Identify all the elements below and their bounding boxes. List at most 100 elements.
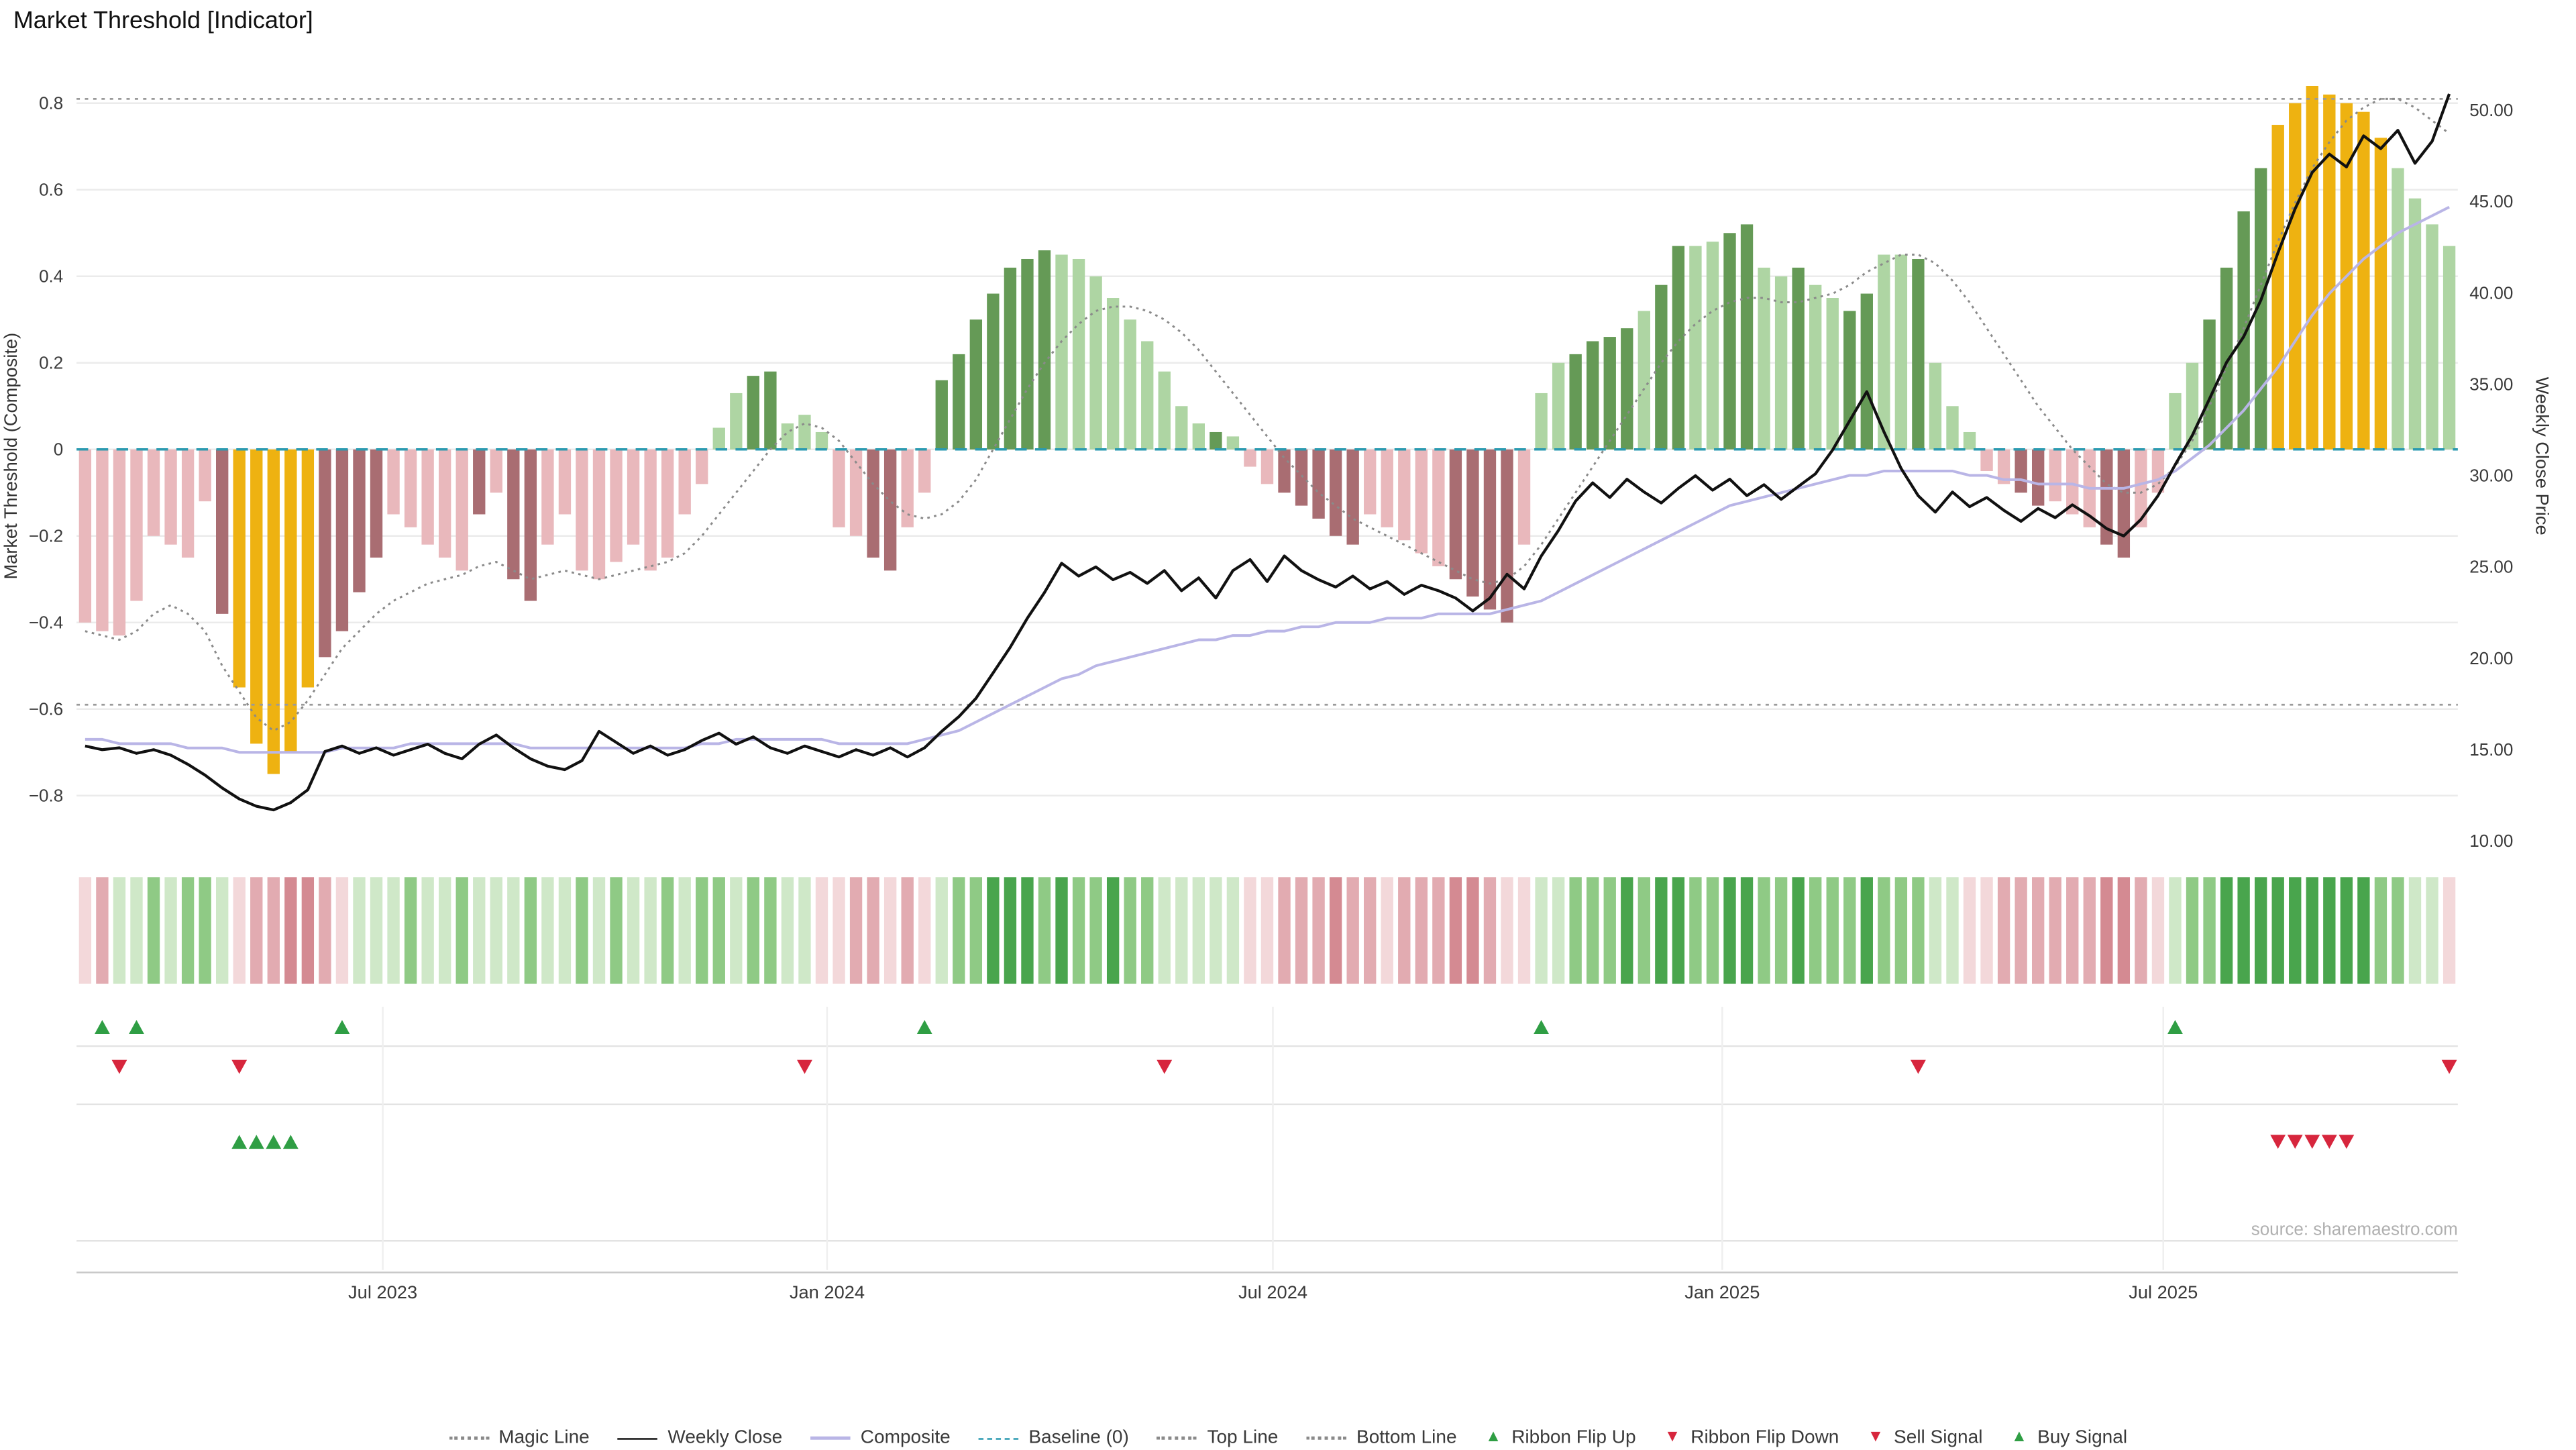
histogram-bar: [712, 427, 725, 450]
right-axis-title: Weekly Close Price: [2532, 377, 2553, 535]
ribbon-cell: [1621, 877, 1633, 984]
histogram-bar: [2169, 393, 2182, 450]
histogram-bar: [1329, 449, 1342, 536]
histogram-bar: [2049, 449, 2061, 502]
legend-item-sell-signal: ▼ Sell Signal: [1868, 1428, 1983, 1448]
ribbon-cell: [2426, 877, 2438, 984]
buy-signal-marker: [231, 1135, 248, 1149]
ribbon-cell: [2289, 877, 2302, 984]
histogram-bar: [1552, 362, 1565, 450]
ribbon-cell: [541, 877, 554, 984]
sell-signal-marker: [2304, 1135, 2320, 1149]
magic-line: [85, 97, 2450, 732]
ribbon-cell: [1689, 877, 1702, 984]
ribbon-cell: [1672, 877, 1685, 984]
histogram-bar: [1672, 246, 1685, 450]
histogram-bar: [267, 449, 280, 774]
ribbon-cell: [1860, 877, 1873, 984]
histogram-bar: [610, 449, 623, 562]
histogram-bar: [1175, 406, 1188, 450]
ribbon-cell: [1398, 877, 1411, 984]
ribbon-cell: [1244, 877, 1256, 984]
legend-label: Bottom Line: [1356, 1428, 1457, 1449]
weekly-close-line: [85, 93, 2451, 812]
legend-label: Sell Signal: [1894, 1428, 1983, 1449]
histogram-bar: [421, 449, 434, 545]
x-axis-tick-label: Jul 2023: [348, 1282, 417, 1302]
histogram-bar: [953, 354, 965, 450]
ribbon-cell: [455, 877, 468, 984]
ribbon-cell: [78, 877, 92, 984]
histogram-bar: [987, 293, 1000, 450]
ribbon-cell: [610, 877, 623, 984]
histogram-bar: [438, 449, 451, 558]
ribbon-cell: [1946, 877, 1959, 984]
histogram-bar: [576, 449, 588, 571]
histogram-bar: [1449, 449, 1462, 580]
histogram-bar: [2443, 246, 2456, 450]
histogram-bar: [1689, 246, 1702, 450]
ribbon-cell: [233, 877, 246, 984]
histogram-bar: [147, 449, 160, 536]
ribbon-cell: [2271, 877, 2284, 984]
right-axis-ticks: 50.00 45.00 40.00 35.00 30.00 25.00 20.00 15.00…: [2469, 100, 2513, 851]
ribbon-cell: [2306, 877, 2318, 984]
page-title: Market Threshold [Indicator]: [13, 6, 313, 34]
ribbon-flip-down-marker: [231, 1059, 248, 1074]
ribbon-flip-down-marker: [797, 1059, 812, 1074]
histogram-bar: [541, 449, 554, 545]
ribbon-flip-down-marker: [1910, 1059, 1926, 1074]
histogram-bar: [1535, 393, 1548, 450]
ribbon-cell: [747, 877, 760, 984]
left-axis-tick-label: 0: [54, 439, 63, 459]
ribbon-cell: [1278, 877, 1291, 984]
ribbon-cell: [2083, 877, 2096, 984]
ribbon-cell: [627, 877, 640, 984]
histogram-bar: [678, 449, 691, 515]
histogram-bar: [1278, 449, 1291, 493]
sell-signal-marker: [2321, 1135, 2337, 1149]
ribbon-cell: [1826, 877, 1839, 984]
histogram-bar: [1381, 449, 1393, 527]
chart-legend: Magic Line Weekly Close Composite Baseline …: [0, 1428, 2576, 1448]
histogram-bar: [1415, 449, 1428, 554]
histogram-bar: [2066, 449, 2079, 515]
legend-label: Magic Line: [498, 1428, 590, 1449]
histogram-bar: [558, 449, 572, 515]
ribbon-cell: [2374, 877, 2387, 984]
histogram-bar: [2374, 138, 2387, 450]
histogram-bar: [455, 449, 468, 571]
histogram-bar: [815, 431, 828, 450]
ribbon-cell: [592, 877, 606, 984]
histogram-bar: [2306, 85, 2318, 450]
triangle-down-icon: ▼: [1664, 1428, 1681, 1447]
histogram-bar: [1244, 449, 1256, 467]
ribbon-cell: [1501, 877, 1513, 984]
ribbon-cell: [1723, 877, 1736, 984]
ribbon-cell: [918, 877, 931, 984]
histogram-bar: [2117, 449, 2131, 558]
histogram-bar: [1055, 254, 1068, 450]
histogram-bar: [935, 380, 948, 450]
ribbon-cell: [661, 877, 674, 984]
histogram-bar: [96, 449, 109, 631]
ribbon-cell: [1894, 877, 1908, 984]
histogram-bar: [644, 449, 657, 571]
left-axis-tick-label: 0.6: [39, 179, 63, 199]
ribbon-cell: [490, 877, 502, 984]
ribbon-cell: [1312, 877, 1325, 984]
histogram-bar: [233, 449, 246, 688]
ribbon-cell: [1774, 877, 1788, 984]
legend-item-ribbon-flip-down: ▼ Ribbon Flip Down: [1664, 1428, 1839, 1448]
ribbon-cell: [2254, 877, 2267, 984]
ribbon-cell: [2135, 877, 2147, 984]
ribbon-cell: [267, 877, 280, 984]
ribbon-cell: [2220, 877, 2233, 984]
ribbon-cell: [1878, 877, 1890, 984]
ribbon-cell: [353, 877, 366, 984]
ribbon-cell: [987, 877, 1000, 984]
legend-label: Buy Signal: [2037, 1428, 2128, 1449]
left-axis-tick-label: −0.6: [29, 698, 63, 719]
histogram-bar: [78, 449, 92, 623]
